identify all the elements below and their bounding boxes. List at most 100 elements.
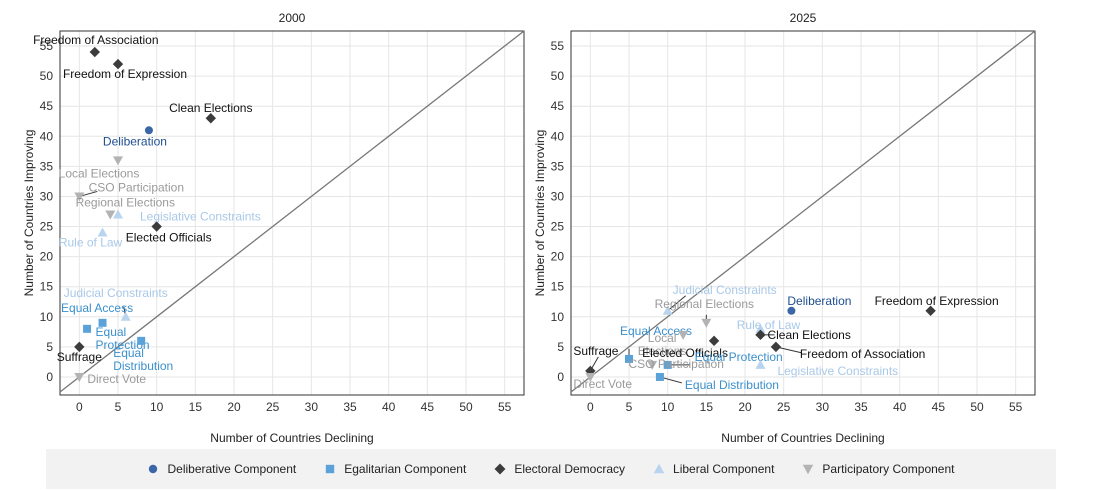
data-point-equal-access: Equal Access bbox=[620, 324, 692, 363]
data-point-deliberation: Deliberation bbox=[103, 126, 167, 148]
x-tick-label: 25 bbox=[266, 400, 280, 414]
electoral-marker bbox=[205, 113, 216, 124]
legend-symbol bbox=[494, 463, 506, 475]
point-label: Elected Officials bbox=[642, 346, 728, 360]
data-point-judicial-constraints: Judicial Constraints bbox=[662, 283, 777, 315]
data-point-local-elections: Local Elections bbox=[638, 330, 689, 358]
legend-label: Electoral Democracy bbox=[514, 462, 626, 476]
point-label: Equal Access bbox=[620, 324, 692, 338]
legend-item-participatory: Participatory Component bbox=[802, 462, 955, 476]
data-point-equal-distribution: Equal Distribution bbox=[655, 372, 779, 392]
liberal-marker bbox=[755, 359, 766, 369]
data-point-regional-elections: Regional Elections bbox=[76, 196, 175, 220]
electoral-marker bbox=[755, 329, 766, 341]
egalitarian-marker bbox=[137, 336, 146, 345]
x-axis-title: Number of Countries Declining bbox=[210, 431, 373, 445]
y-tick-label: 5 bbox=[557, 340, 564, 354]
legend-label: Egalitarian Component bbox=[344, 462, 467, 476]
x-tick-label: 15 bbox=[189, 400, 203, 414]
x-tick-label: 15 bbox=[700, 400, 714, 414]
data-point-clean-elections: Clean Elections bbox=[755, 328, 851, 342]
diamond-icon bbox=[494, 463, 506, 475]
participatory-marker bbox=[678, 330, 689, 340]
participatory-marker bbox=[585, 372, 596, 382]
x-tick-label: 0 bbox=[587, 400, 594, 414]
point-label: Deliberation bbox=[103, 134, 167, 148]
y-tick-label: 30 bbox=[40, 189, 54, 203]
y-tick-label: 10 bbox=[551, 310, 565, 324]
legend-item-electoral: Electoral Democracy bbox=[494, 462, 625, 476]
electoral-marker bbox=[708, 335, 720, 347]
square-icon bbox=[324, 463, 336, 475]
legend-symbol bbox=[149, 464, 158, 474]
y-tick-label: 0 bbox=[46, 370, 53, 384]
data-point-local-elections: Local Elections bbox=[59, 156, 139, 180]
point-label: Freedom of Expression bbox=[63, 67, 187, 81]
data-point-equal-access: Equal Access bbox=[61, 301, 133, 333]
point-label: Judicial Constraints bbox=[673, 283, 777, 297]
x-axis-title: Number of Countries Declining bbox=[721, 431, 884, 445]
triangle-up-icon bbox=[653, 463, 665, 475]
legend-symbol bbox=[653, 463, 665, 474]
point-label: Deliberation bbox=[787, 294, 851, 308]
data-point-legislative-constraints: Legislative Constraints bbox=[755, 359, 898, 378]
y-tick-label: 45 bbox=[551, 99, 565, 113]
circle-icon bbox=[147, 463, 159, 475]
point-label: Equal Distribution bbox=[685, 378, 779, 392]
egalitarian-marker bbox=[98, 318, 107, 327]
y-tick-label: 15 bbox=[40, 280, 54, 294]
point-label: Direct Vote bbox=[573, 377, 632, 391]
y-tick-label: 40 bbox=[40, 129, 54, 143]
data-point-direct-vote: Direct Vote bbox=[573, 372, 632, 391]
y-tick-label: 0 bbox=[557, 370, 564, 384]
participatory-marker bbox=[647, 360, 658, 370]
electoral-marker bbox=[925, 305, 936, 316]
diagonal-reference-line bbox=[570, 30, 1036, 393]
y-tick-label: 20 bbox=[551, 250, 565, 264]
point-label: Freedom of Expression bbox=[875, 294, 999, 308]
x-tick-label: 20 bbox=[227, 400, 241, 414]
egalitarian-marker bbox=[655, 372, 664, 381]
diagonal-reference-line bbox=[59, 30, 525, 393]
x-tick-label: 40 bbox=[382, 400, 396, 414]
x-tick-label: 45 bbox=[421, 400, 435, 414]
egalitarian-marker bbox=[83, 324, 92, 333]
chart-title: 2000 bbox=[279, 11, 306, 25]
data-point-legislative-constraints: Legislative Constraints bbox=[113, 209, 261, 224]
y-tick-label: 30 bbox=[551, 189, 565, 203]
y-tick-label: 55 bbox=[40, 39, 54, 53]
liberal-marker bbox=[755, 323, 766, 333]
label-leader-line bbox=[775, 346, 803, 354]
y-axis-title: Number of Countries Improving bbox=[533, 130, 547, 297]
data-point-deliberation: Deliberation bbox=[787, 294, 851, 315]
label-leader-line bbox=[667, 295, 686, 312]
data-point-equal-distribution: Equal Distribution bbox=[113, 336, 173, 373]
y-tick-label: 55 bbox=[551, 39, 565, 53]
point-label: Suffrage bbox=[57, 350, 102, 364]
electoral-marker bbox=[770, 341, 782, 353]
participatory-marker bbox=[701, 318, 712, 328]
plot-border bbox=[570, 30, 1036, 396]
point-label: Equal Protection bbox=[96, 325, 150, 352]
egalitarian-marker bbox=[663, 360, 672, 369]
x-tick-label: 35 bbox=[343, 400, 357, 414]
x-tick-label: 10 bbox=[661, 400, 675, 414]
legend-label: Participatory Component bbox=[822, 462, 955, 476]
electoral-marker bbox=[89, 46, 100, 58]
x-tick-label: 25 bbox=[777, 400, 791, 414]
y-tick-label: 50 bbox=[551, 69, 565, 83]
x-tick-label: 5 bbox=[626, 400, 633, 414]
liberal-marker bbox=[120, 311, 131, 321]
data-point-elected-officials: Elected Officials bbox=[126, 221, 212, 245]
data-point-freedom-of-expression: Freedom of Expression bbox=[63, 58, 187, 81]
point-label: CSO Participation bbox=[89, 180, 184, 194]
data-point-rule-of-law: Rule of Law bbox=[59, 227, 123, 250]
legend-label: Deliberative Component bbox=[167, 462, 297, 476]
point-label: Rule of Law bbox=[59, 236, 123, 250]
y-axis-title: Number of Countries Improving bbox=[22, 130, 36, 297]
deliberative-marker bbox=[787, 306, 796, 315]
participatory-marker bbox=[74, 372, 85, 382]
x-tick-label: 35 bbox=[854, 400, 868, 414]
data-point-freedom-of-expression: Freedom of Expression bbox=[875, 294, 999, 316]
